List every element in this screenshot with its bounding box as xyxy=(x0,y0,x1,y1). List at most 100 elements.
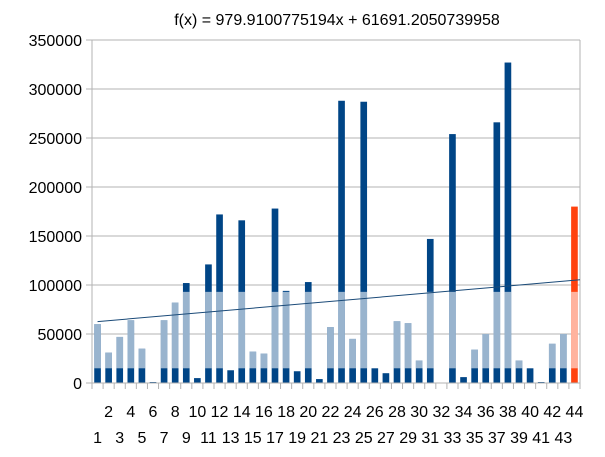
x-tick-label: 10 xyxy=(188,404,206,421)
watermark-band xyxy=(249,351,257,369)
bar xyxy=(382,373,390,383)
y-tick-label: 0 xyxy=(73,376,82,393)
x-tick-label: 24 xyxy=(344,404,362,421)
x-tick-label: 9 xyxy=(182,430,191,447)
bar xyxy=(493,122,501,383)
watermark-band xyxy=(415,360,423,369)
bar xyxy=(460,377,467,383)
watermark-band xyxy=(105,352,112,369)
bar xyxy=(449,134,456,383)
y-tick-label: 100000 xyxy=(29,278,82,295)
watermark-band xyxy=(304,291,312,369)
watermark-band xyxy=(504,291,512,369)
x-tick-label: 12 xyxy=(211,404,229,421)
watermark-band xyxy=(127,320,135,369)
x-tick-label: 1 xyxy=(93,430,102,447)
watermark-band xyxy=(393,321,401,369)
watermark-band xyxy=(449,291,456,369)
bar xyxy=(515,360,523,383)
x-tick-label: 8 xyxy=(171,404,180,421)
watermark-band xyxy=(116,336,124,369)
x-tick-label: 25 xyxy=(355,430,373,447)
bar xyxy=(194,378,201,383)
x-tick-label: 18 xyxy=(277,404,295,421)
x-tick-label: 41 xyxy=(532,430,550,447)
x-tick-label: 3 xyxy=(115,430,124,447)
x-tick-label: 42 xyxy=(543,404,561,421)
bar xyxy=(360,101,368,384)
watermark-band xyxy=(471,349,478,369)
bar xyxy=(338,100,345,383)
x-tick-label: 15 xyxy=(244,430,262,447)
bar xyxy=(526,368,534,383)
x-tick-label: 27 xyxy=(377,430,395,447)
x-tick-label: 7 xyxy=(160,430,169,447)
watermark-band xyxy=(160,320,168,369)
watermark-band xyxy=(571,291,578,369)
watermark-band xyxy=(238,291,246,369)
watermark-band xyxy=(338,291,345,369)
y-tick-label: 200000 xyxy=(29,180,82,197)
trendline xyxy=(97,279,581,323)
watermark-band xyxy=(327,327,334,369)
x-tick-label: 26 xyxy=(366,404,384,421)
watermark-band xyxy=(560,334,567,369)
bar xyxy=(371,368,379,383)
x-tick-label: 14 xyxy=(233,404,251,421)
watermark-band xyxy=(171,302,179,369)
x-tick-label: 6 xyxy=(149,404,158,421)
x-tick-label: 31 xyxy=(421,430,439,447)
x-tick-label: 38 xyxy=(499,404,517,421)
bar xyxy=(227,370,234,383)
watermark-band xyxy=(271,291,279,369)
watermark-band xyxy=(216,291,223,369)
x-tick-label: 36 xyxy=(477,404,495,421)
x-tick-label: 19 xyxy=(288,430,306,447)
watermark-band xyxy=(349,338,356,369)
y-tick-label: 250000 xyxy=(29,131,82,148)
x-tick-label: 23 xyxy=(333,430,351,447)
bar xyxy=(504,62,512,383)
x-tick-label: 30 xyxy=(410,404,428,421)
watermark-band xyxy=(426,291,434,369)
x-tick-label: 21 xyxy=(310,430,328,447)
x-tick-label: 33 xyxy=(444,430,462,447)
x-tick-label: 28 xyxy=(388,404,406,421)
x-tick-label: 20 xyxy=(299,404,317,421)
watermark-band xyxy=(138,348,146,369)
x-tick-label: 39 xyxy=(510,430,528,447)
x-tick-label: 32 xyxy=(432,404,450,421)
x-tick-label: 44 xyxy=(566,404,584,421)
watermark-band xyxy=(182,291,190,369)
watermark-band xyxy=(493,291,501,369)
x-tick-label: 29 xyxy=(399,430,417,447)
x-tick-label: 2 xyxy=(104,404,113,421)
watermark-band xyxy=(205,291,212,369)
y-tick-label: 350000 xyxy=(29,33,82,50)
watermark-band xyxy=(260,353,268,369)
y-tick-label: 150000 xyxy=(29,229,82,246)
watermark-band xyxy=(282,291,290,369)
x-tick-label: 5 xyxy=(137,430,146,447)
chart-title: f(x) = 979.9100775194x + 61691.205073995… xyxy=(174,12,500,29)
x-tick-label: 16 xyxy=(255,404,273,421)
x-tick-label: 11 xyxy=(200,430,217,447)
x-tick-label: 43 xyxy=(554,430,572,447)
bar xyxy=(293,371,301,383)
x-tick-label: 17 xyxy=(266,430,284,447)
bar xyxy=(316,379,323,383)
watermark-band xyxy=(94,324,101,369)
y-tick-label: 50000 xyxy=(38,327,83,344)
watermark-band xyxy=(548,343,556,369)
x-tick-label: 22 xyxy=(322,404,340,421)
x-tick-label: 35 xyxy=(466,430,484,447)
watermark-band xyxy=(360,291,368,369)
x-tick-label: 34 xyxy=(455,404,473,421)
x-tick-label: 37 xyxy=(488,430,506,447)
x-tick-label: 40 xyxy=(521,404,539,421)
bar xyxy=(415,360,423,383)
y-tick-label: 300000 xyxy=(29,82,82,99)
watermark-band xyxy=(515,360,523,369)
